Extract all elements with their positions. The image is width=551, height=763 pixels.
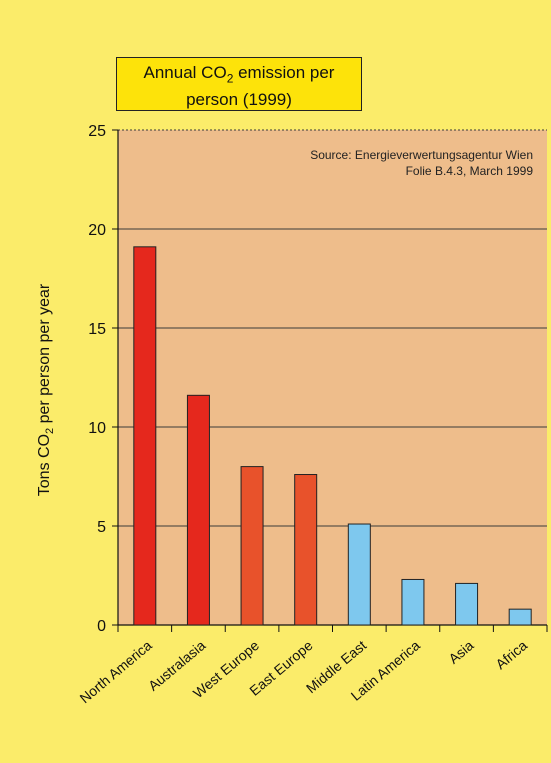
bar [294, 474, 318, 626]
ylabel-suffix: per person per year [35, 283, 53, 428]
bar [133, 246, 157, 626]
source-line1: Source: Energieverwertungsagentur Wien [310, 148, 533, 162]
title-line1-suffix: emission per [233, 63, 335, 82]
y-tick-label: 0 [97, 618, 106, 635]
x-tick-label: Asia [445, 637, 476, 667]
bar [508, 608, 532, 626]
bar [186, 394, 210, 626]
title-line1-prefix: Annual CO [143, 63, 227, 82]
y-tick-label: 5 [97, 519, 106, 536]
title-line2: person (1999) [186, 90, 292, 110]
y-axis-label: Tons CO2 per person per year [36, 284, 56, 496]
bar [455, 582, 479, 626]
chart-title: Annual CO2 emission per person (1999) [116, 57, 362, 111]
plot-area [118, 130, 547, 625]
bar [347, 523, 371, 626]
y-tick-label: 20 [88, 222, 106, 239]
ylabel-subscript: 2 [44, 427, 57, 434]
source-annotation: Source: Energieverwertungsagentur Wien F… [230, 147, 533, 179]
title-subscript: 2 [226, 71, 234, 86]
x-tick-label: North America [77, 637, 155, 706]
bar [240, 466, 264, 626]
ylabel-prefix: Tons CO [35, 433, 53, 497]
y-tick-label: 10 [88, 420, 106, 437]
y-tick-label: 15 [88, 321, 106, 338]
x-tick-label: Africa [492, 637, 530, 672]
y-tick-label: 25 [88, 123, 106, 140]
source-line2: Folie B.4.3, March 1999 [405, 164, 533, 178]
bar [401, 578, 425, 626]
